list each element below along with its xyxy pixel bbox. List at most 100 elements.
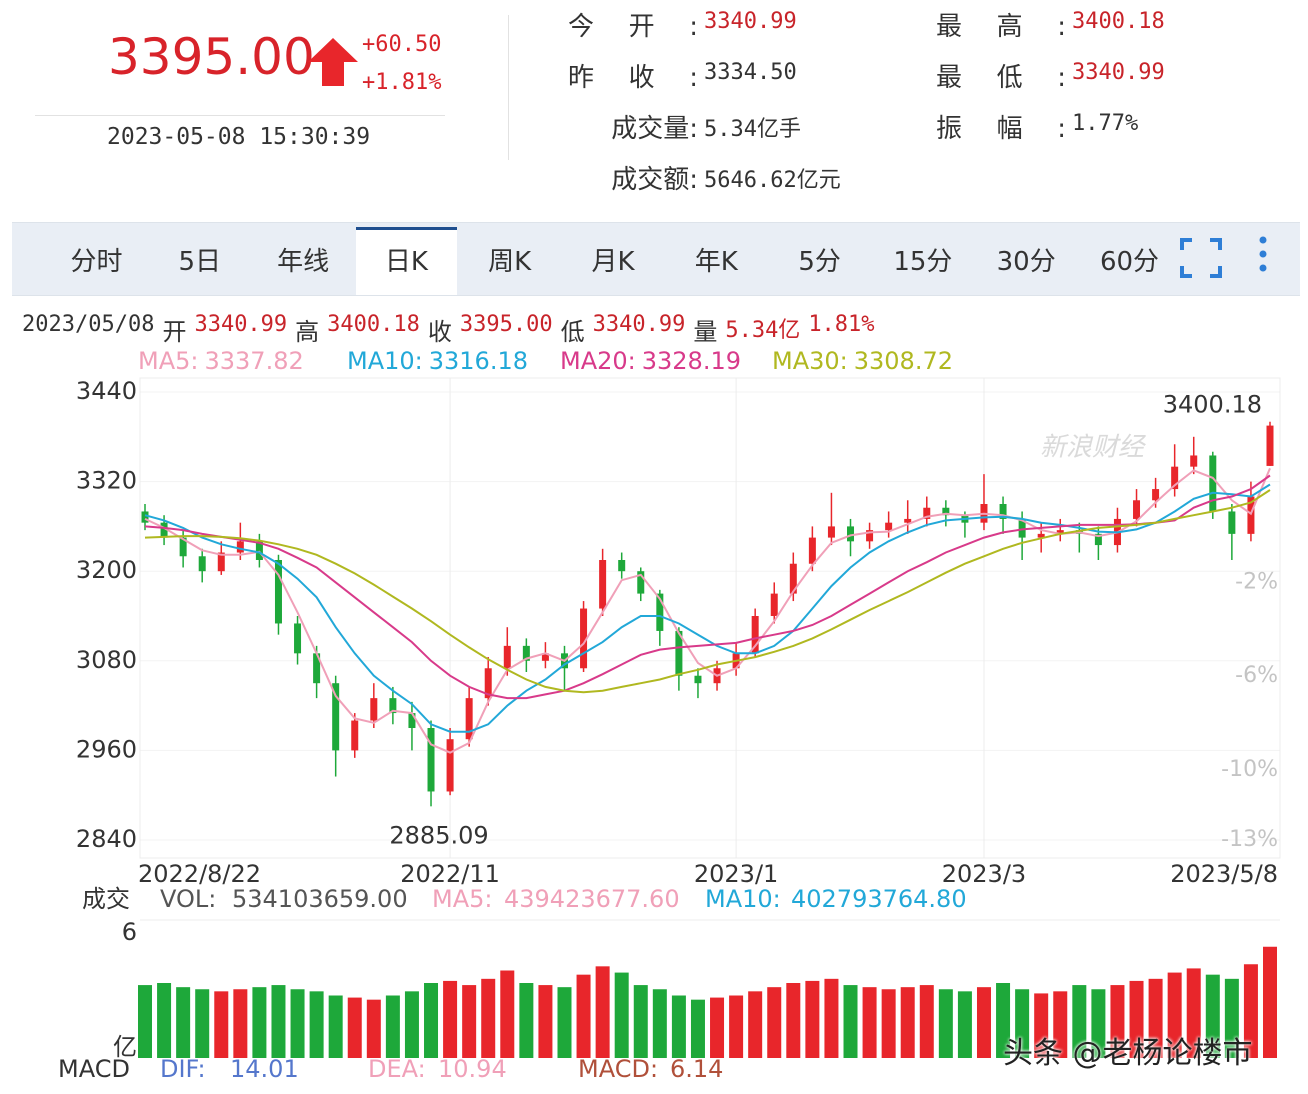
- candle-body: [618, 560, 626, 572]
- macd-label: DEA:: [368, 1055, 426, 1083]
- change: +60.50: [362, 32, 442, 57]
- candle-body: [179, 537, 187, 557]
- volume-bar: [786, 983, 801, 1058]
- volume-bar: [443, 980, 458, 1058]
- y-tick-label: 3440: [76, 377, 137, 405]
- volume-bar: [233, 989, 248, 1058]
- tab[interactable]: 60分: [1099, 247, 1160, 277]
- volume-bar: [157, 983, 172, 1058]
- volume-bar: [900, 987, 915, 1058]
- volume-bar: [996, 983, 1011, 1058]
- stat-value: 3334.50: [704, 60, 797, 85]
- volume-bar: [1110, 985, 1125, 1058]
- candle-body: [675, 630, 683, 676]
- ohlc-value: 3340.99: [592, 312, 686, 337]
- volume-bar: [1053, 991, 1068, 1058]
- legend-item: MA5: 3337.82: [138, 347, 304, 375]
- ma-line: [144, 483, 1271, 733]
- volume-bar: [1034, 993, 1049, 1058]
- volume-bar: [195, 989, 210, 1058]
- stat-value: 3340.99: [704, 9, 797, 34]
- legend-name: MA30:: [772, 347, 848, 375]
- candle-body: [789, 563, 797, 594]
- stat-value: 1.77%: [1072, 111, 1139, 136]
- volume-bar: [519, 983, 534, 1058]
- volume-bar: [957, 991, 972, 1058]
- candle-body: [1094, 533, 1102, 546]
- tab[interactable]: 日K: [355, 227, 457, 295]
- volume-bar: [328, 995, 343, 1058]
- volume-bar: [881, 989, 896, 1058]
- tab[interactable]: 周K: [488, 247, 532, 277]
- candle-body: [141, 511, 149, 523]
- candle-body: [904, 518, 912, 523]
- menu-button[interactable]: [1255, 234, 1271, 278]
- volume-bar: [366, 999, 381, 1058]
- volume-bar: [557, 987, 572, 1058]
- volume-bar: [614, 972, 629, 1058]
- tab[interactable]: 5分: [798, 247, 841, 277]
- stat-label: 成交额:: [611, 165, 698, 195]
- volume-bar: [252, 987, 267, 1058]
- candle-body: [332, 683, 340, 751]
- legend-value: 3316.18: [429, 347, 528, 375]
- quote-time: 2023-05-08 15:30:39: [107, 124, 371, 150]
- stat-label: 昨收:: [568, 63, 698, 93]
- ohlc-line: 2023/05/08 开 3340.99 高 3400.18 收 3395.00 低 3340.…: [22, 312, 875, 347]
- candle-body: [694, 675, 702, 684]
- volume-bar: [538, 985, 553, 1058]
- y-tick-label: 2960: [76, 735, 137, 763]
- candle-body: [1209, 455, 1217, 512]
- volume-tick-label: 6: [122, 918, 137, 946]
- price: 3395.00: [108, 28, 315, 86]
- tab[interactable]: 5日: [178, 247, 222, 277]
- volume-bar: [138, 985, 152, 1058]
- candle-body: [885, 522, 893, 531]
- candle-body: [484, 668, 492, 699]
- stat-label: 最高:: [936, 12, 1066, 42]
- volume-bar: [710, 997, 725, 1058]
- x-tick-label: 2022/11: [400, 860, 500, 888]
- stat-value: 5646.62亿元: [704, 168, 841, 193]
- candle-body: [1228, 511, 1236, 534]
- volume-bar: [481, 978, 496, 1058]
- y2-tick-label: -6%: [1235, 663, 1278, 688]
- tab[interactable]: 月K: [591, 247, 635, 277]
- tab[interactable]: 15分: [893, 247, 953, 277]
- tab[interactable]: 年K: [694, 247, 738, 277]
- volume-bar: [862, 987, 877, 1058]
- volume-title: 成交: [82, 885, 130, 913]
- candle-body: [1247, 496, 1255, 534]
- fullscreen-button[interactable]: [1180, 238, 1222, 278]
- volume-bar: [1091, 989, 1106, 1058]
- ohlc-label: 收: [427, 318, 452, 346]
- legend-value: 3308.72: [854, 347, 953, 375]
- candle-body: [408, 713, 416, 728]
- candle-body: [942, 507, 950, 516]
- divider: [35, 115, 445, 116]
- candle-body: [1171, 466, 1179, 490]
- tab[interactable]: 年线: [277, 247, 330, 277]
- candle-body: [1037, 533, 1045, 538]
- volume-bar: [1205, 974, 1220, 1058]
- tab[interactable]: 30分: [996, 247, 1056, 277]
- candle-body: [1056, 530, 1064, 534]
- volume-unit: 亿: [113, 1033, 137, 1061]
- volume-bar: [1224, 978, 1239, 1058]
- y2-tick-label: -2%: [1235, 570, 1278, 595]
- volume-bar: [385, 995, 400, 1058]
- volume-legend-value: 534103659.00: [232, 885, 408, 913]
- candle-body: [446, 739, 454, 792]
- candle-body: [637, 571, 645, 594]
- ohlc-label: 量: [693, 318, 718, 346]
- volume-bar: [1148, 978, 1163, 1058]
- volume-bar: [690, 999, 705, 1058]
- candle-body: [999, 504, 1007, 519]
- legend-name: MA10:: [347, 347, 423, 375]
- volume-bar: [671, 995, 686, 1058]
- tab[interactable]: 分时: [70, 247, 123, 277]
- volume-bar: [1015, 989, 1030, 1058]
- max-annotation: 3400.18: [1163, 391, 1262, 419]
